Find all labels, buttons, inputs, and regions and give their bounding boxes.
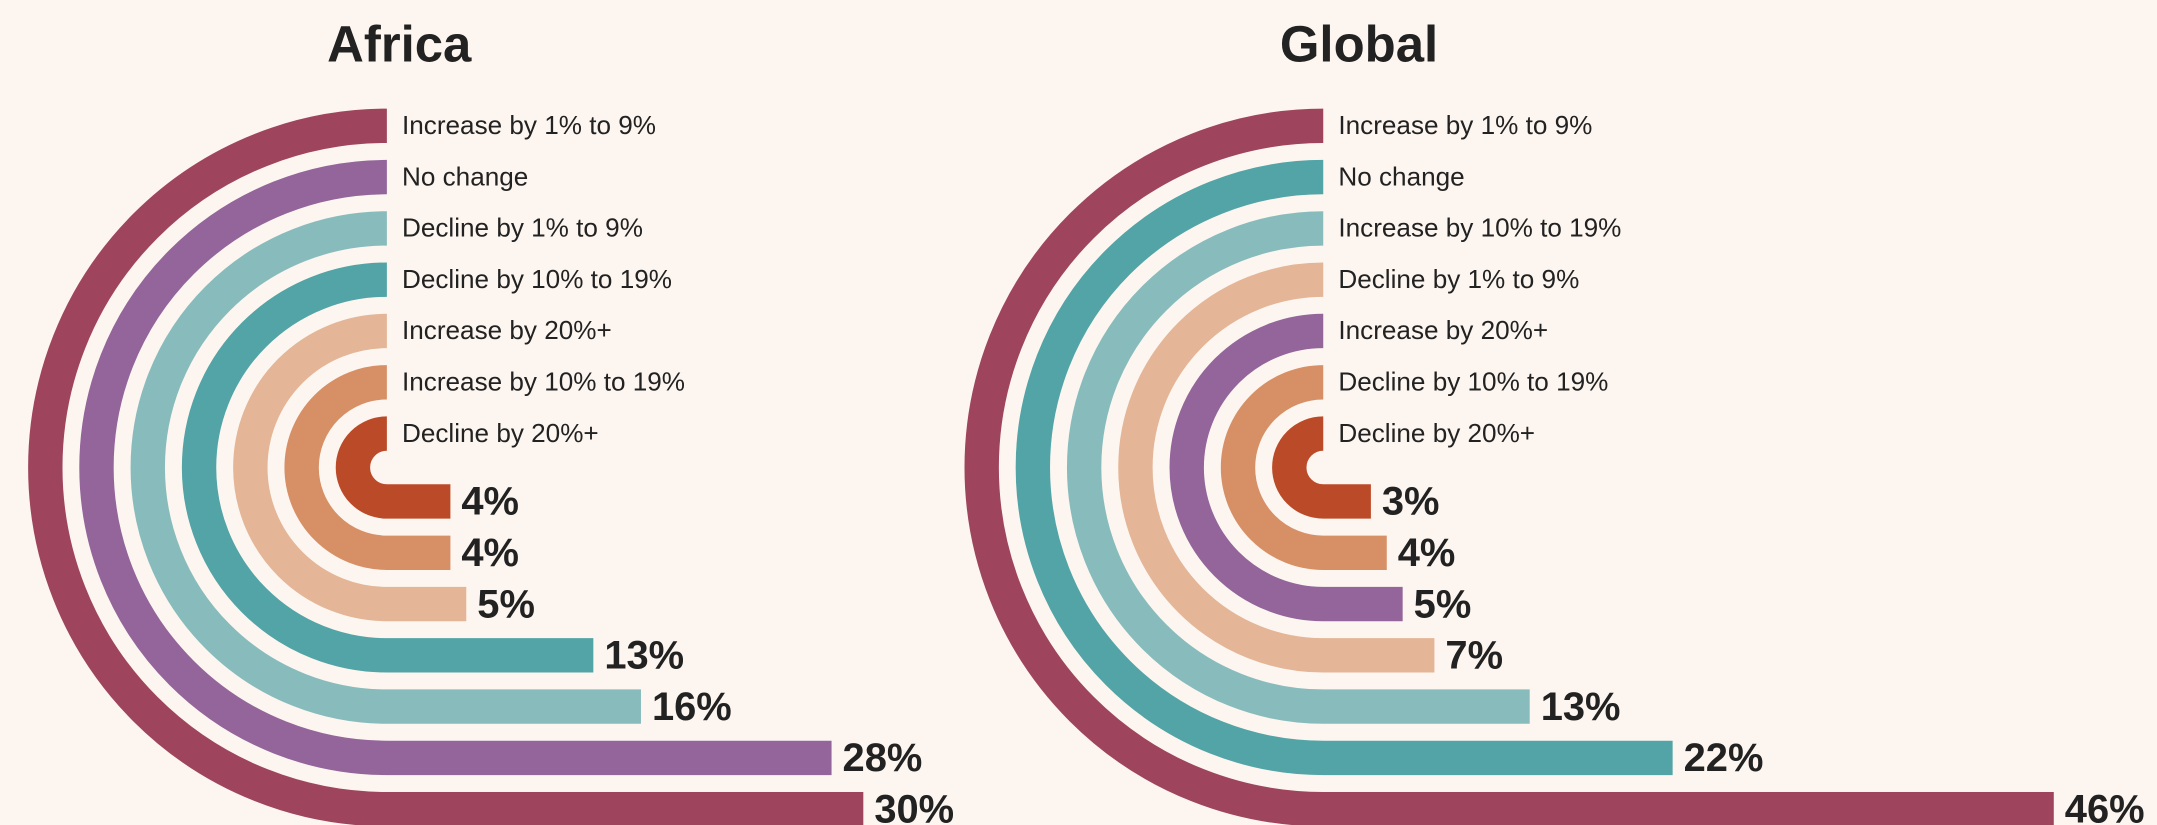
ring-bar (1220, 365, 1387, 570)
ring-bar (28, 108, 864, 825)
category-label: Increase by 1% to 9% (402, 110, 656, 140)
ring-bar (1067, 211, 1530, 724)
ring-bar (1272, 416, 1371, 519)
value-label: 7% (1445, 634, 1503, 678)
value-label: 4% (461, 531, 519, 575)
ring-bar (130, 211, 641, 724)
ring-bar (79, 159, 832, 776)
category-label: Decline by 20%+ (402, 418, 599, 448)
category-label: Decline by 20%+ (1338, 418, 1535, 448)
chart-title: Africa (327, 16, 472, 73)
value-label: 4% (1398, 531, 1456, 575)
ring-bar (233, 313, 467, 622)
value-label: 4% (461, 480, 519, 524)
category-label: Increase by 10% to 19% (402, 367, 685, 397)
category-label: Increase by 20%+ (402, 315, 612, 345)
ring-bar (1015, 159, 1673, 776)
ring-bar (335, 416, 451, 519)
ring-bar (964, 108, 2054, 825)
ring-bar (1118, 262, 1435, 673)
chart-title: Global (1280, 16, 1438, 73)
value-label: 3% (1382, 480, 1440, 524)
category-label: Decline by 10% to 19% (1338, 367, 1608, 397)
value-label: 46% (2065, 787, 2145, 825)
value-label: 13% (604, 634, 684, 678)
category-label: Decline by 1% to 9% (1338, 264, 1579, 294)
category-label: Decline by 10% to 19% (402, 264, 672, 294)
value-label: 22% (1684, 736, 1764, 780)
ring-bar (181, 262, 594, 673)
category-label: Increase by 1% to 9% (1338, 110, 1592, 140)
value-label: 30% (874, 787, 954, 825)
value-label: 5% (1414, 582, 1472, 626)
category-label: Increase by 10% to 19% (1338, 213, 1621, 243)
category-label: Increase by 20%+ (1338, 315, 1548, 345)
ring-bar (1169, 313, 1403, 622)
value-label: 13% (1541, 685, 1621, 729)
category-label: No change (402, 161, 528, 191)
value-label: 5% (477, 582, 535, 626)
category-label: Decline by 1% to 9% (402, 213, 643, 243)
category-label: No change (1338, 161, 1464, 191)
ring-bar (284, 365, 451, 570)
value-label: 16% (652, 685, 732, 729)
value-label: 28% (843, 736, 923, 780)
